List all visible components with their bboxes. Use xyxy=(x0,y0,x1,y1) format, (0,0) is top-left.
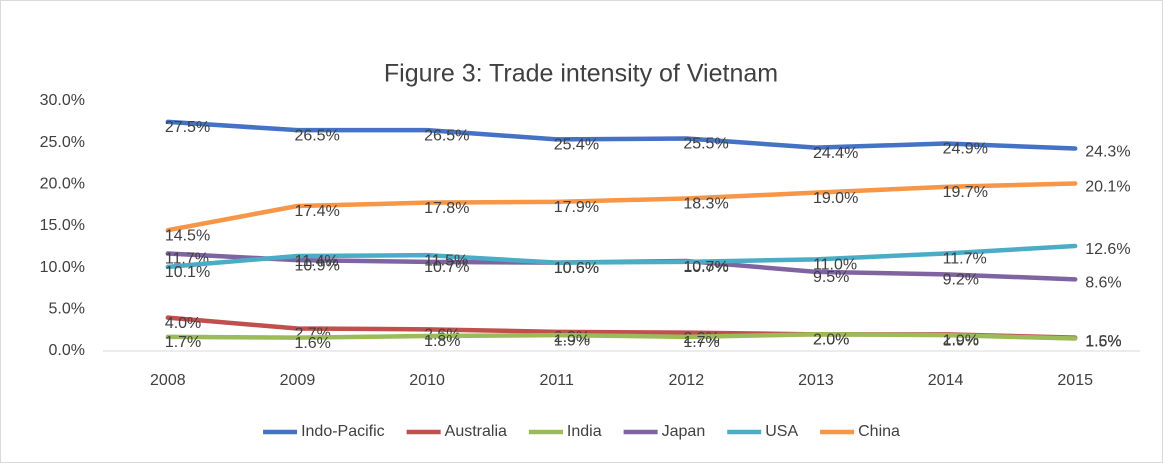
data-label: 11.0% xyxy=(813,257,857,274)
data-label: 8.6% xyxy=(1085,275,1121,292)
legend-label: India xyxy=(567,423,602,440)
x-tick-label: 2011 xyxy=(539,372,574,389)
y-tick-label: 0.0% xyxy=(49,342,85,359)
data-label: 1.6% xyxy=(294,335,330,352)
series-line xyxy=(165,119,1078,151)
data-label: 26.5% xyxy=(294,127,339,144)
data-label: 1.9% xyxy=(554,332,590,349)
data-label: 20.1% xyxy=(1085,179,1130,196)
data-label: 1.9% xyxy=(943,332,979,349)
x-tick-label: 2009 xyxy=(280,372,316,389)
data-label: 25.5% xyxy=(683,136,728,153)
data-label: 17.8% xyxy=(424,200,469,217)
data-label: 17.9% xyxy=(554,199,599,216)
data-label: 10.7% xyxy=(683,259,728,276)
data-label: 10.9% xyxy=(294,257,339,274)
data-label: 24.3% xyxy=(1085,144,1130,161)
data-label: 1.6% xyxy=(1085,333,1121,350)
x-tick-label: 2014 xyxy=(928,372,964,389)
data-label: 17.4% xyxy=(294,203,339,220)
data-label: 18.3% xyxy=(683,196,728,213)
x-tick-label: 2010 xyxy=(409,372,445,389)
data-label: 12.6% xyxy=(1085,241,1130,258)
legend-item: Japan xyxy=(623,423,706,440)
x-tick-label: 2013 xyxy=(798,372,834,389)
series-line xyxy=(165,181,1078,233)
data-label: 24.9% xyxy=(943,141,988,158)
data-label: 1.7% xyxy=(683,334,719,351)
data-label: 25.4% xyxy=(554,137,599,154)
data-label: 2.0% xyxy=(813,332,849,349)
y-tick-label: 15.0% xyxy=(40,217,85,234)
data-label: 10.1% xyxy=(165,264,210,281)
series-line xyxy=(165,243,1078,270)
legend-item: India xyxy=(528,423,602,440)
data-label: 14.5% xyxy=(165,227,210,244)
x-tick-label: 2008 xyxy=(150,372,186,389)
y-tick-label: 10.0% xyxy=(40,259,85,276)
data-label: 9.2% xyxy=(943,272,979,289)
data-label: 24.4% xyxy=(813,145,858,162)
legend-item: Australia xyxy=(406,423,507,440)
legend-label: Australia xyxy=(445,423,507,440)
data-label: 10.6% xyxy=(554,260,599,277)
data-label: 10.7% xyxy=(424,259,469,276)
x-tick-label: 2012 xyxy=(669,372,705,389)
legend-label: Indo-Pacific xyxy=(301,423,385,440)
y-tick-label: 5.0% xyxy=(49,301,85,318)
y-tick-label: 20.0% xyxy=(40,176,85,193)
legend-item: Indo-Pacific xyxy=(263,423,385,440)
legend-label: USA xyxy=(765,423,798,440)
data-label: 19.7% xyxy=(943,184,988,201)
data-label: 1.7% xyxy=(165,334,201,351)
legend-item: China xyxy=(820,423,900,440)
data-label: 4.0% xyxy=(165,315,201,332)
data-label: 11.7% xyxy=(943,251,987,268)
data-label: 11.4% xyxy=(294,253,338,270)
legend-item: USA xyxy=(727,423,798,440)
legend-label: Japan xyxy=(662,423,706,440)
data-label: 11.5% xyxy=(424,252,468,269)
data-label: 1.8% xyxy=(424,333,460,350)
data-label: 27.5% xyxy=(165,119,210,136)
y-tick-label: 25.0% xyxy=(40,134,85,151)
data-label: 26.5% xyxy=(424,127,469,144)
y-tick-label: 30.0% xyxy=(40,92,85,109)
data-label: 1.5% xyxy=(1085,334,1121,351)
data-label: 19.0% xyxy=(813,190,858,207)
chart-title: Figure 3: Trade intensity of Vietnam xyxy=(384,60,778,88)
legend-label: China xyxy=(858,423,900,440)
series-line xyxy=(165,332,1078,341)
x-tick-label: 2015 xyxy=(1057,372,1093,389)
data-label: 9.5% xyxy=(813,269,849,286)
